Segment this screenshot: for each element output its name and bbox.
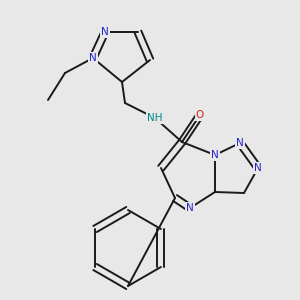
Text: N: N <box>254 163 262 173</box>
Text: N: N <box>101 27 109 37</box>
Text: N: N <box>211 150 219 160</box>
Text: NH: NH <box>147 113 163 123</box>
Text: N: N <box>236 138 244 148</box>
Text: N: N <box>89 53 97 63</box>
Text: N: N <box>186 203 194 213</box>
Text: O: O <box>196 110 204 120</box>
